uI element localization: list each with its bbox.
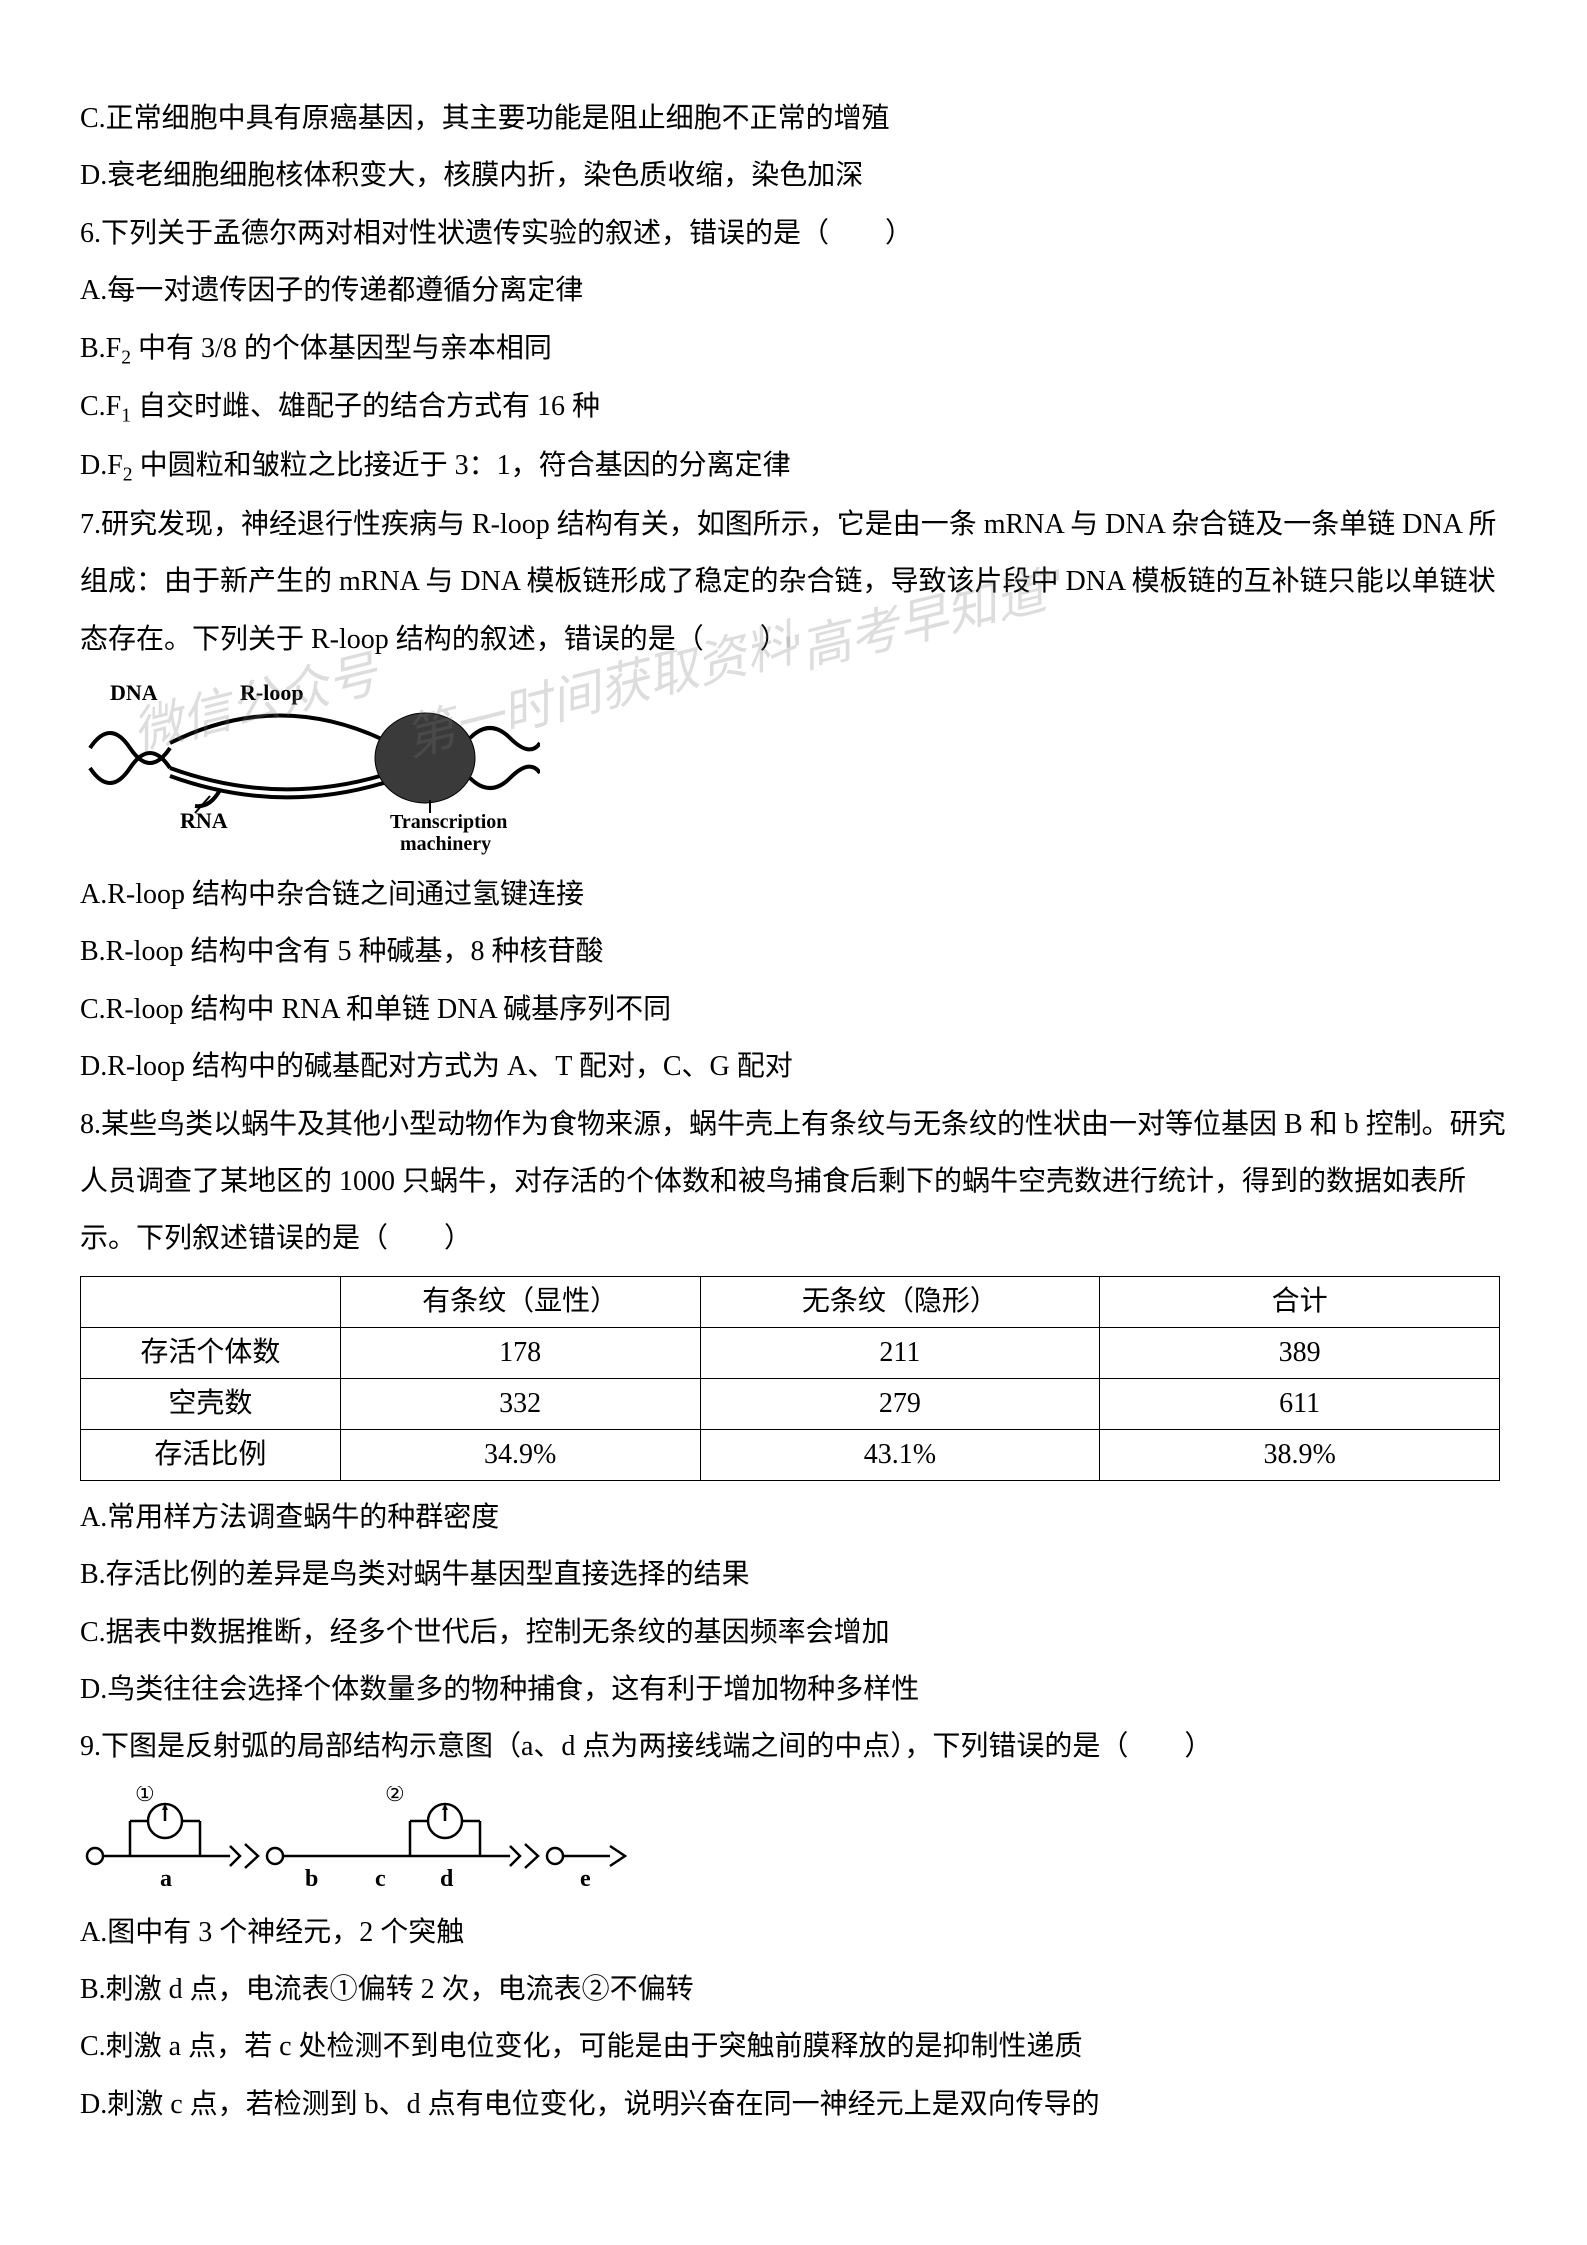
table-header-cell: 合计 (1100, 1276, 1500, 1327)
q6-option-a: A.每一对遗传因子的传递都遵循分离定律 (80, 262, 1507, 319)
table-header-row: 有条纹（显性） 无条纹（隐形） 合计 (81, 1276, 1500, 1327)
fig2-label-b: b (305, 1866, 318, 1892)
fig2-label-1: ① (135, 1786, 155, 1806)
question-7: 7.研究发现，神经退行性疾病与 R-loop 结构有关，如图所示，它是由一条 m… (80, 496, 1507, 668)
document-page: C.正常细胞中具有原癌基因，其主要功能是阻止细胞不正常的增殖 D.衰老细胞细胞核… (0, 0, 1587, 2245)
table-header-cell: 有条纹（显性） (340, 1276, 700, 1327)
question-8: 8.某些鸟类以蜗牛及其他小型动物作为食物来源，蜗牛壳上有条纹与无条纹的性状由一对… (80, 1096, 1507, 1268)
table-header-cell: 无条纹（隐形） (700, 1276, 1100, 1327)
figure-reflex-arc: ① ② a b c d e (80, 1786, 1507, 1896)
q7-option-b: B.R-loop 结构中含有 5 种碱基，8 种核苷酸 (80, 923, 1507, 980)
option-c: C.正常细胞中具有原癌基因，其主要功能是阻止细胞不正常的增殖 (80, 90, 1507, 147)
fig2-label-e: e (580, 1866, 591, 1892)
table-cell: 38.9% (1100, 1429, 1500, 1480)
table-cell: 332 (340, 1378, 700, 1429)
fig-label-rna: RNA (180, 808, 228, 833)
table-cell: 389 (1100, 1327, 1500, 1378)
q7-option-a: A.R-loop 结构中杂合链之间通过氢键连接 (80, 866, 1507, 923)
table-cell: 279 (700, 1378, 1100, 1429)
q9-option-d: D.刺激 c 点，若检测到 b、d 点有电位变化，说明兴奋在同一神经元上是双向传… (80, 2076, 1507, 2133)
q8-option-d: D.鸟类往往会选择个体数量多的物种捕食，这有利于增加物种多样性 (80, 1661, 1507, 1718)
q9-option-b: B.刺激 d 点，电流表①偏转 2 次，电流表②不偏转 (80, 1961, 1507, 2018)
table-row: 存活比例 34.9% 43.1% 38.9% (81, 1429, 1500, 1480)
table-row: 空壳数 332 279 611 (81, 1378, 1500, 1429)
table-cell: 43.1% (700, 1429, 1100, 1480)
table-cell: 存活个体数 (81, 1327, 341, 1378)
table-cell: 34.9% (340, 1429, 700, 1480)
q6-option-c: C.F1 自交时雌、雄配子的结合方式有 16 种 (80, 378, 1507, 437)
q8-option-c: C.据表中数据推断，经多个世代后，控制无条纹的基因频率会增加 (80, 1604, 1507, 1661)
fig2-label-2: ② (385, 1786, 405, 1806)
option-d: D.衰老细胞细胞核体积变大，核膜内折，染色质收缩，染色加深 (80, 147, 1507, 204)
table-cell: 611 (1100, 1378, 1500, 1429)
fig2-label-c: c (375, 1866, 386, 1892)
table-cell: 211 (700, 1327, 1100, 1378)
q8-option-a: A.常用样方法调查蜗牛的种群密度 (80, 1489, 1507, 1546)
table-row: 存活个体数 178 211 389 (81, 1327, 1500, 1378)
fig-label-mach1: Transcription (390, 811, 507, 833)
table-cell: 存活比例 (81, 1429, 341, 1480)
q6-option-d: D.F2 中圆粒和皱粒之比接近于 3：1，符合基因的分离定律 (80, 437, 1507, 496)
question-6: 6.下列关于孟德尔两对相对性状遗传实验的叙述，错误的是（ ） (80, 205, 1507, 262)
q9-option-c: C.刺激 a 点，若 c 处检测不到电位变化，可能是由于突触前膜释放的是抑制性递… (80, 2018, 1507, 2075)
q9-option-a: A.图中有 3 个神经元，2 个突触 (80, 1904, 1507, 1961)
q7-option-d: D.R-loop 结构中的碱基配对方式为 A、T 配对，C、G 配对 (80, 1038, 1507, 1095)
fig-label-rloop: R-loop (240, 680, 304, 705)
q7-option-c: C.R-loop 结构中 RNA 和单链 DNA 碱基序列不同 (80, 981, 1507, 1038)
table-header-cell (81, 1276, 341, 1327)
fig-label-dna: DNA (110, 680, 158, 705)
q8-option-b: B.存活比例的差异是鸟类对蜗牛基因型直接选择的结果 (80, 1546, 1507, 1603)
figure-rloop: DNA R-loop RNA Transcription machinery (80, 678, 1507, 858)
q6-option-b: B.F2 中有 3/8 的个体基因型与亲本相同 (80, 320, 1507, 379)
question-9: 9.下图是反射弧的局部结构示意图（a、d 点为两接线端之间的中点），下列错误的是… (80, 1718, 1507, 1775)
fig-label-mach2: machinery (400, 833, 491, 855)
snail-data-table: 有条纹（显性） 无条纹（隐形） 合计 存活个体数 178 211 389 空壳数… (80, 1276, 1500, 1481)
table-cell: 178 (340, 1327, 700, 1378)
fig2-label-a: a (160, 1866, 172, 1892)
table-cell: 空壳数 (81, 1378, 341, 1429)
fig2-label-d: d (440, 1866, 454, 1892)
